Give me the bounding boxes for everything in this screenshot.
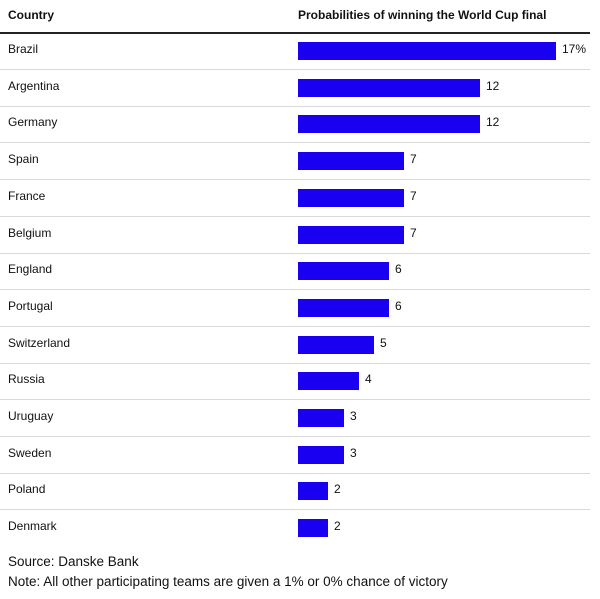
table-row: Spain 7 — [0, 143, 590, 181]
country-label: Argentina — [8, 78, 60, 93]
country-label: Germany — [8, 115, 58, 130]
table-row: Portugal 6 — [0, 290, 590, 327]
table-row: Russia 4 — [0, 363, 590, 401]
bar — [298, 519, 328, 538]
bar — [298, 188, 404, 207]
value-label: 12 — [486, 115, 500, 130]
table-row: Germany 12 — [0, 106, 590, 144]
probability-column-header: Probabilities of winning the World Cup f… — [298, 8, 547, 22]
country-label: Denmark — [8, 519, 57, 534]
country-label: Sweden — [8, 445, 52, 460]
value-label: 3 — [350, 409, 357, 423]
country-label: Russia — [8, 372, 45, 387]
bar — [298, 409, 344, 427]
value-label: 12 — [486, 78, 500, 93]
table-row: Poland 2 — [0, 473, 590, 511]
bar — [298, 262, 389, 281]
bar — [298, 115, 480, 134]
country-label: Poland — [8, 482, 46, 497]
bar — [298, 372, 359, 391]
country-label: Spain — [8, 152, 39, 167]
bar — [298, 335, 374, 354]
bar — [298, 225, 404, 244]
country-label: Switzerland — [8, 335, 71, 350]
table-row: Sweden 3 — [0, 437, 590, 474]
table-row: Uruguay 3 — [0, 400, 590, 437]
bar — [298, 42, 556, 60]
value-label: 7 — [410, 152, 417, 167]
country-label: Brazil — [8, 42, 39, 56]
bar — [298, 298, 389, 317]
bar — [298, 482, 328, 501]
source-note: Source: Danske Bank — [8, 554, 139, 569]
table-header: Country Probabilities of winning the Wor… — [0, 0, 590, 34]
table-row: Argentina 12 — [0, 70, 590, 107]
value-label: 7 — [410, 225, 417, 240]
country-label: France — [8, 188, 46, 203]
country-label: Portugal — [8, 298, 53, 313]
value-label: 2 — [334, 519, 341, 534]
country-label: Belgium — [8, 225, 52, 240]
bar — [298, 152, 404, 171]
table-row: Brazil 17% — [0, 33, 590, 70]
table-row: Belgium 7 — [0, 217, 590, 254]
table-row: Denmark 2 — [0, 510, 590, 546]
value-label: 6 — [395, 262, 402, 277]
table-row: Switzerland 5 — [0, 327, 590, 364]
footnote: Note: All other participating teams are … — [8, 574, 448, 589]
value-label: 5 — [380, 335, 387, 350]
table-row: France 7 — [0, 180, 590, 217]
value-label: 3 — [350, 445, 357, 460]
table-row: England 6 — [0, 253, 590, 291]
bar — [298, 445, 344, 464]
value-label: 2 — [334, 482, 341, 497]
value-label: 7 — [410, 188, 417, 203]
country-label: England — [8, 262, 53, 277]
country-label: Uruguay — [8, 409, 54, 423]
bar — [298, 78, 480, 97]
value-label: 17% — [562, 42, 587, 56]
country-column-header: Country — [8, 8, 54, 22]
value-label: 4 — [365, 372, 372, 387]
value-label: 6 — [395, 298, 402, 313]
